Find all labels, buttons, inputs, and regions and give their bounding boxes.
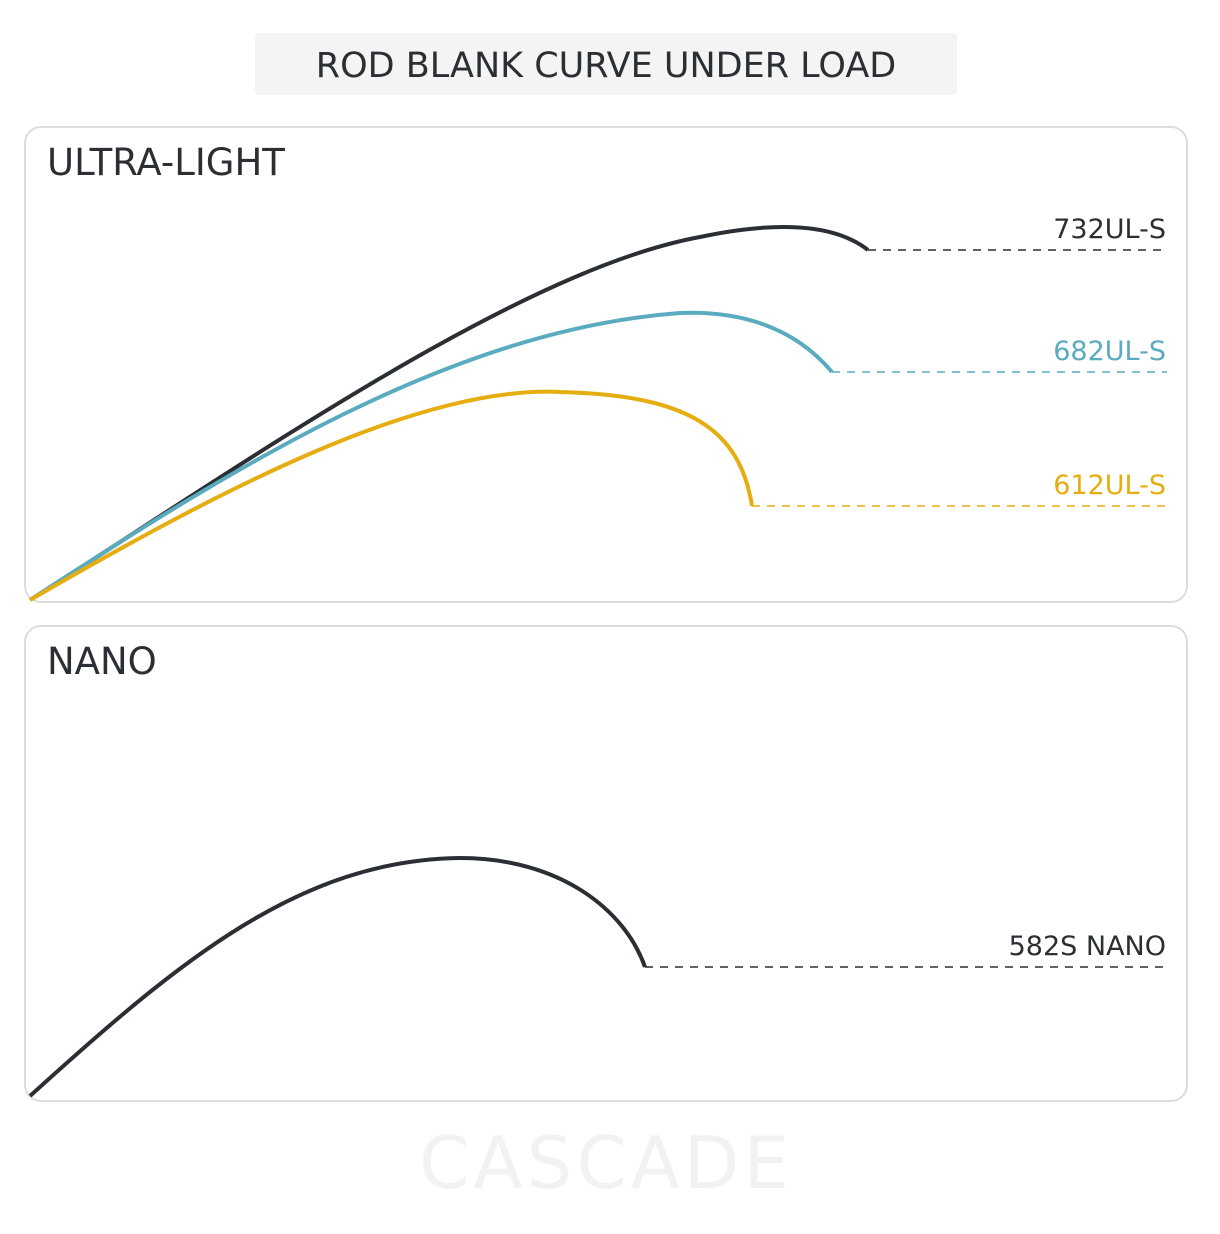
- rod-curve: [28, 855, 647, 1098]
- rod-label: 582S NANO: [1009, 931, 1166, 962]
- panel-title: NANO: [47, 640, 157, 683]
- rod-label: 612UL-S: [1053, 470, 1166, 501]
- panel: [24, 126, 1188, 603]
- rod-label: 682UL-S: [1053, 336, 1166, 367]
- rod-label: 732UL-S: [1053, 214, 1166, 245]
- title: ROD BLANK CURVE UNDER LOAD: [316, 46, 897, 86]
- watermark: CASCADE: [419, 1121, 793, 1205]
- rod-curve: [28, 389, 754, 602]
- panel: [24, 625, 1188, 1102]
- title-box: [255, 33, 957, 95]
- rod-curve: [28, 310, 834, 602]
- panel-title: ULTRA-LIGHT: [47, 141, 285, 184]
